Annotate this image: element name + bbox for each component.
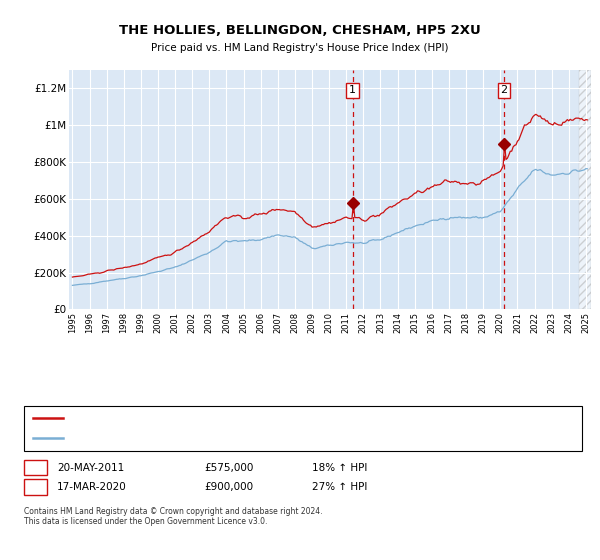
Text: THE HOLLIES, BELLINGDON, CHESHAM, HP5 2XU (detached house): THE HOLLIES, BELLINGDON, CHESHAM, HP5 2X… [69, 414, 370, 423]
Text: Contains HM Land Registry data © Crown copyright and database right 2024.
This d: Contains HM Land Registry data © Crown c… [24, 507, 323, 526]
Text: 2: 2 [32, 482, 39, 492]
Text: Price paid vs. HM Land Registry's House Price Index (HPI): Price paid vs. HM Land Registry's House … [151, 43, 449, 53]
Text: HPI: Average price, detached house, Buckinghamshire: HPI: Average price, detached house, Buck… [69, 434, 315, 443]
Text: THE HOLLIES, BELLINGDON, CHESHAM, HP5 2XU: THE HOLLIES, BELLINGDON, CHESHAM, HP5 2X… [119, 24, 481, 38]
Text: 2: 2 [500, 85, 508, 95]
Text: 18% ↑ HPI: 18% ↑ HPI [312, 463, 367, 473]
Text: £900,000: £900,000 [204, 482, 253, 492]
Bar [579, 70, 591, 309]
Text: 17-MAR-2020: 17-MAR-2020 [57, 482, 127, 492]
Text: 27% ↑ HPI: 27% ↑ HPI [312, 482, 367, 492]
Text: 1: 1 [349, 85, 356, 95]
Bar [353, 70, 504, 309]
Text: £575,000: £575,000 [204, 463, 253, 473]
Text: 20-MAY-2011: 20-MAY-2011 [57, 463, 124, 473]
Text: 1: 1 [32, 463, 39, 473]
